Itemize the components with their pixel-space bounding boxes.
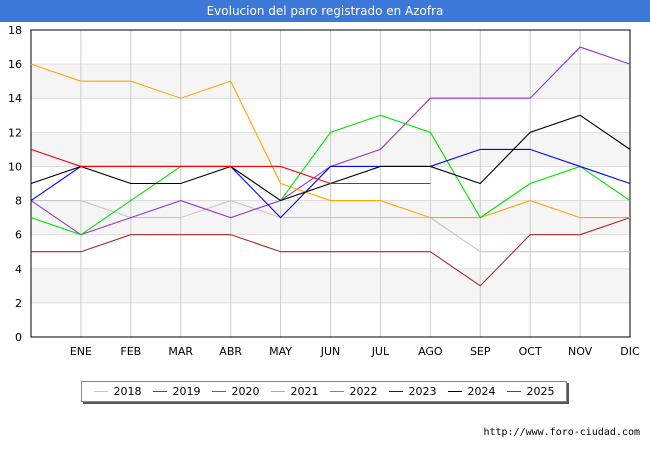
legend-label: 2021 bbox=[290, 385, 319, 398]
x-tick-label: JUN bbox=[320, 345, 341, 358]
legend-item-2023: 2023 bbox=[388, 385, 437, 398]
series-line-2025 bbox=[30, 148, 431, 185]
x-tick-label: MAR bbox=[168, 345, 193, 358]
y-tick-label: 18 bbox=[8, 24, 22, 37]
x-tick-label: NOV bbox=[568, 345, 593, 358]
series-line-2022 bbox=[30, 114, 631, 236]
legend-swatch bbox=[388, 391, 403, 392]
legend-swatch bbox=[447, 391, 462, 392]
y-tick-label: 2 bbox=[15, 297, 22, 310]
x-tick-label: FEB bbox=[120, 345, 141, 358]
x-tick-label: SEP bbox=[470, 345, 491, 358]
legend-swatch bbox=[211, 391, 226, 392]
legend-label: 2020 bbox=[231, 385, 260, 398]
legend-label: 2018 bbox=[113, 385, 142, 398]
legend-swatch bbox=[329, 391, 344, 392]
legend-swatch bbox=[270, 391, 285, 392]
y-tick-label: 8 bbox=[15, 195, 22, 208]
legend-swatch bbox=[152, 391, 167, 392]
legend-item-2022: 2022 bbox=[329, 385, 378, 398]
legend-item-2021: 2021 bbox=[270, 385, 319, 398]
series-line-2021 bbox=[30, 63, 630, 219]
x-tick-label: AGO bbox=[418, 345, 443, 358]
y-tick-label: 6 bbox=[15, 229, 22, 242]
legend-item-2019: 2019 bbox=[152, 385, 201, 398]
x-tick-label: ENE bbox=[70, 345, 92, 358]
y-tick-label: 4 bbox=[15, 263, 22, 276]
legend-item-2020: 2020 bbox=[211, 385, 260, 398]
y-tick-label: 12 bbox=[8, 126, 22, 139]
series-line-2019 bbox=[31, 217, 631, 287]
legend-item-2025: 2025 bbox=[506, 385, 555, 398]
chart-title: Evolucion del paro registrado en Azofra bbox=[0, 0, 650, 22]
legend-swatch bbox=[93, 391, 108, 392]
y-tick-label: 0 bbox=[15, 331, 22, 344]
y-tick-label: 14 bbox=[8, 92, 22, 105]
x-tick-label: MAY bbox=[269, 345, 292, 358]
site-watermark: http://www.foro-ciudad.com bbox=[483, 427, 640, 438]
x-tick-label: ABR bbox=[219, 345, 242, 358]
y-tick-label: 10 bbox=[8, 160, 22, 173]
legend-label: 2022 bbox=[349, 385, 378, 398]
legend-item-2018: 2018 bbox=[93, 385, 142, 398]
chart-legend: 2018 2019 2020 2021 2022 2023 2024 2025 bbox=[81, 381, 567, 402]
y-tick-label: 16 bbox=[8, 58, 22, 71]
legend-label: 2024 bbox=[467, 385, 496, 398]
x-tick-label: OCT bbox=[519, 345, 542, 358]
legend-item-2024: 2024 bbox=[447, 385, 496, 398]
x-tick-label: JUL bbox=[371, 345, 390, 358]
legend-label: 2023 bbox=[408, 385, 437, 398]
x-tick-label: DIC bbox=[620, 345, 640, 358]
legend-label: 2019 bbox=[172, 385, 201, 398]
legend-swatch bbox=[506, 391, 521, 392]
legend-label: 2025 bbox=[526, 385, 555, 398]
